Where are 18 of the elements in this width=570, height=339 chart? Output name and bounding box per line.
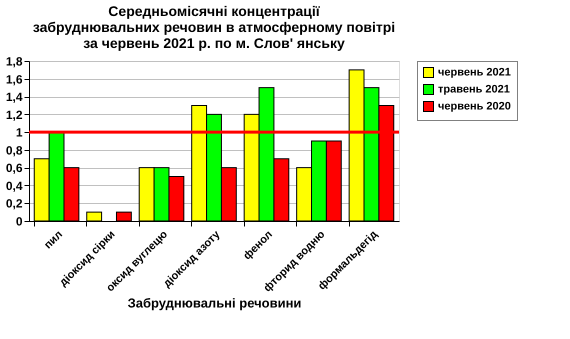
y-tick-label: 0,8 xyxy=(6,143,23,158)
x-axis-title: Забруднювальні речовини xyxy=(128,296,302,311)
y-tick-label: 0,4 xyxy=(6,178,23,193)
x-tick-label: пил xyxy=(42,228,66,252)
y-tick-label: 0 xyxy=(16,214,23,228)
y-tick-label: 1 xyxy=(16,126,23,140)
legend-label: травень 2021 xyxy=(438,84,510,96)
y-tick-label: 1,2 xyxy=(6,108,23,122)
y-tick-label: 1,8 xyxy=(6,54,23,68)
y-tick-label: 1,6 xyxy=(6,72,23,86)
text: забруднювальних речовин в атмосферному повітрі xyxy=(32,19,396,35)
legend-label: червень 2021 xyxy=(438,66,511,78)
text: за червень 2021 р. по м. Слов' янську xyxy=(83,35,345,51)
text: Середньомісячні концентрації xyxy=(108,3,320,19)
y-tick-label: 1,4 xyxy=(6,90,23,104)
y-tick-label: 0,2 xyxy=(6,196,23,211)
y-tick-label: 0,6 xyxy=(6,161,23,176)
legend-label: червень 2020 xyxy=(438,100,511,112)
